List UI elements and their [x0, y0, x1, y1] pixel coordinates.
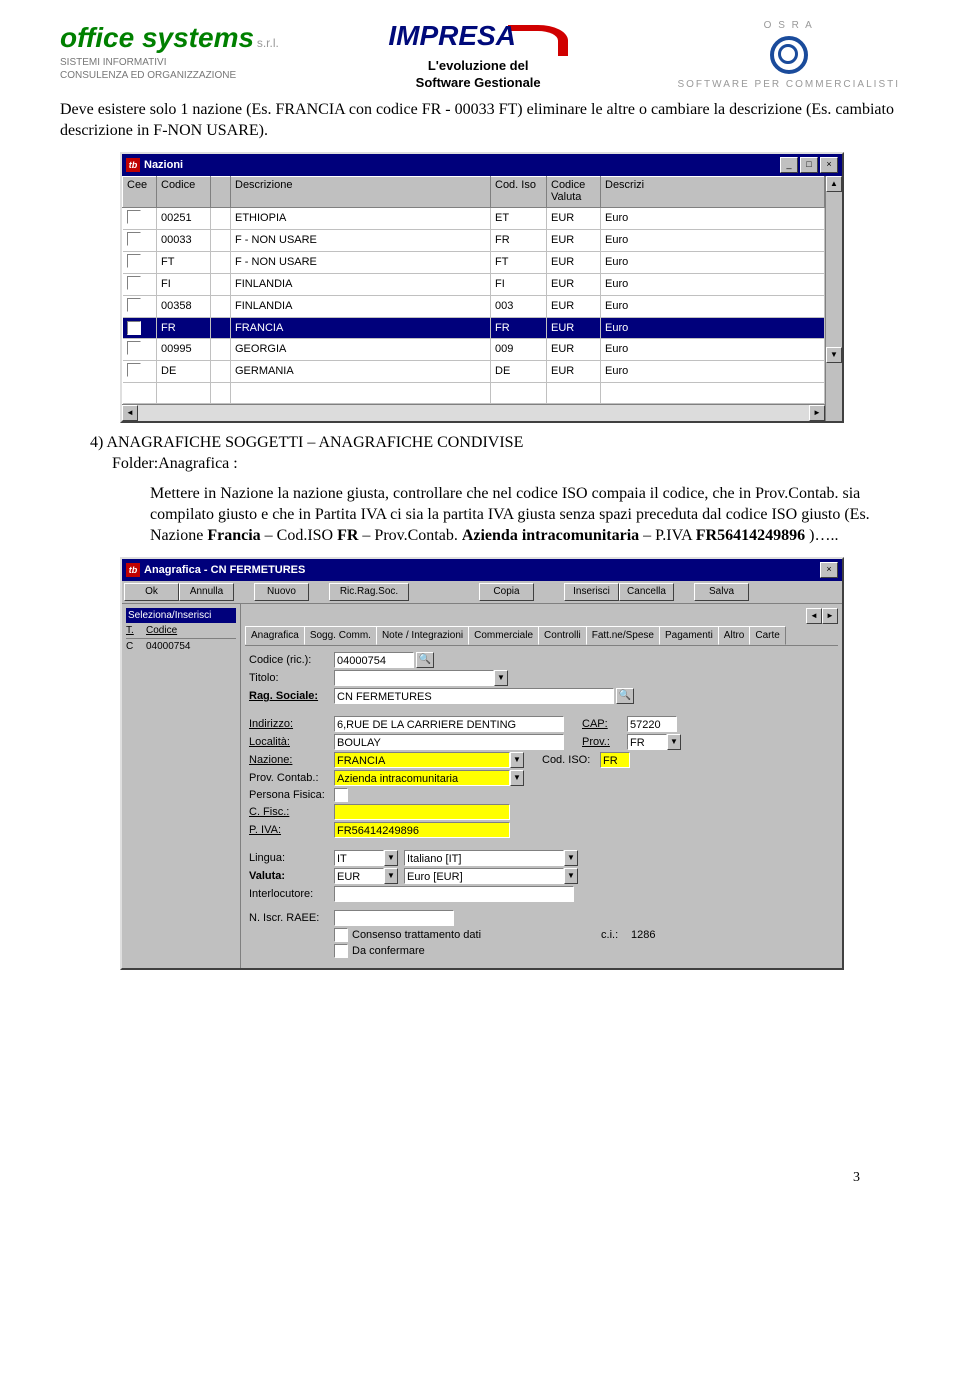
codiso-input[interactable]: FR	[600, 752, 630, 768]
table-header: Cee Codice Descrizione Cod. Iso Codice V…	[123, 176, 825, 207]
tab-note[interactable]: Note / Integrazioni	[376, 626, 469, 645]
copia-button[interactable]: Copia	[479, 583, 534, 601]
lingua-input[interactable]: IT	[334, 850, 384, 866]
table-row[interactable]: ✔FRFRANCIAFREUREuro	[123, 317, 825, 338]
paragraph-1: Deve esistere solo 1 nazione (Es. FRANCI…	[60, 100, 900, 142]
codice-input[interactable]: 04000754	[334, 652, 414, 668]
button-bar: Ok Annulla Nuovo Ric.Rag.Soc. Copia Inse…	[122, 581, 842, 604]
maximize-button[interactable]: □	[800, 157, 818, 173]
tab-altro[interactable]: Altro	[718, 626, 751, 645]
chevron-down-icon[interactable]: ▼	[384, 850, 398, 866]
cee-checkbox[interactable]	[127, 298, 141, 312]
ci-value: 1286	[631, 929, 655, 941]
nazioni-window: tb Nazioni _ □ × Cee Codice	[120, 152, 844, 423]
tabs: Anagrafica Sogg. Comm. Note / Integrazio…	[245, 626, 838, 646]
localita-input[interactable]: BOULAY	[334, 734, 564, 750]
app-icon: tb	[126, 563, 140, 577]
main-form: ◄ ► Anagrafica Sogg. Comm. Note / Integr…	[241, 604, 842, 968]
titlebar: tb Nazioni _ □ ×	[122, 154, 842, 176]
table-row[interactable]: DEGERMANIADEEUREuro	[123, 360, 825, 382]
valuta-input[interactable]: EUR	[334, 868, 384, 884]
nav-right-icon[interactable]: ►	[822, 608, 838, 624]
minimize-button[interactable]: _	[780, 157, 798, 173]
provcontab-input[interactable]: Azienda intracomunitaria	[334, 770, 510, 786]
consenso-checkbox[interactable]	[334, 928, 348, 942]
v-scrollbar[interactable]: ▲ ▼	[825, 176, 842, 421]
raee-input[interactable]	[334, 910, 454, 926]
table-row[interactable]: 00033F - NON USAREFREUREuro	[123, 229, 825, 251]
search-icon[interactable]: 🔍	[416, 652, 434, 668]
chevron-down-icon[interactable]: ▼	[510, 770, 524, 786]
sidebar-label: Seleziona/Inserisci	[126, 608, 236, 623]
chevron-down-icon[interactable]: ▼	[564, 850, 578, 866]
tab-sogg[interactable]: Sogg. Comm.	[304, 626, 377, 645]
pfisica-checkbox[interactable]	[334, 788, 348, 802]
cee-checkbox[interactable]	[127, 341, 141, 355]
indirizzo-input[interactable]: 6,RUE DE LA CARRIERE DENTING	[334, 716, 564, 732]
piva-input[interactable]: FR56414249896	[334, 822, 510, 838]
daconf-checkbox[interactable]	[334, 944, 348, 958]
chevron-down-icon[interactable]: ▼	[564, 868, 578, 884]
titolo-input[interactable]	[334, 670, 494, 686]
tab-commerciale[interactable]: Commerciale	[468, 626, 539, 645]
tab-carte[interactable]: Carte	[749, 626, 785, 645]
search-icon[interactable]: 🔍	[616, 688, 634, 704]
tab-anagrafica[interactable]: Anagrafica	[245, 626, 305, 645]
table-row[interactable]: 00251ETHIOPIAETEUREuro	[123, 207, 825, 229]
cee-checkbox[interactable]: ✔	[127, 321, 141, 335]
cee-checkbox[interactable]	[127, 232, 141, 246]
cap-input[interactable]: 57220	[627, 716, 677, 732]
table-row[interactable]: 00995GEORGIA009EUREuro	[123, 338, 825, 360]
cee-checkbox[interactable]	[127, 254, 141, 268]
lingua-desc: Italiano [IT]	[404, 850, 564, 866]
close-button[interactable]: ×	[820, 157, 838, 173]
anagrafica-window: tb Anagrafica - CN FERMETURES × Ok Annul…	[120, 557, 844, 970]
chevron-down-icon[interactable]: ▼	[510, 752, 524, 768]
page-number: 3	[60, 1170, 900, 1186]
section-4-body: Mettere in Nazione la nazione giusta, co…	[60, 484, 900, 546]
table-row[interactable]: 00358FINLANDIA003EUREuro	[123, 295, 825, 317]
chevron-down-icon[interactable]: ▼	[494, 670, 508, 686]
cee-checkbox[interactable]	[127, 210, 141, 224]
page-header: office systems s.r.l. SISTEMI INFORMATIV…	[60, 20, 900, 90]
window-title-2: Anagrafica - CN FERMETURES	[144, 564, 305, 576]
nuovo-button[interactable]: Nuovo	[254, 583, 309, 601]
cee-checkbox[interactable]	[127, 363, 141, 377]
close-button-2[interactable]: ×	[820, 562, 838, 578]
chevron-down-icon[interactable]: ▼	[667, 734, 681, 750]
cancella-button[interactable]: Cancella	[619, 583, 674, 601]
sidebar-row[interactable]: C 04000754	[126, 639, 236, 654]
annulla-button[interactable]: Annulla	[179, 583, 234, 601]
sidebar: Seleziona/Inserisci T. Codice C 04000754	[122, 604, 241, 968]
nazioni-table: Cee Codice Descrizione Cod. Iso Codice V…	[122, 176, 825, 404]
tab-pagamenti[interactable]: Pagamenti	[659, 626, 719, 645]
valuta-desc: Euro [EUR]	[404, 868, 564, 884]
titlebar-2: tb Anagrafica - CN FERMETURES ×	[122, 559, 842, 581]
app-icon: tb	[126, 158, 140, 172]
nav-left-icon[interactable]: ◄	[806, 608, 822, 624]
ok-button[interactable]: Ok	[124, 583, 179, 601]
logo-center: IMPRESA L'evoluzione del Software Gestio…	[388, 20, 568, 90]
logo-left: office systems s.r.l. SISTEMI INFORMATIV…	[60, 20, 279, 82]
prov-input[interactable]: FR	[627, 734, 667, 750]
table-row[interactable]: FTF - NON USAREFTEUREuro	[123, 251, 825, 273]
table-row[interactable]: FIFINLANDIAFIEUREuro	[123, 273, 825, 295]
h-scrollbar[interactable]: ◄ ►	[122, 404, 825, 421]
tab-controlli[interactable]: Controlli	[538, 626, 587, 645]
interloc-input[interactable]	[334, 886, 574, 902]
nazione-input[interactable]: FRANCIA	[334, 752, 510, 768]
salva-button[interactable]: Salva	[694, 583, 749, 601]
tab-fatt[interactable]: Fatt.ne/Spese	[586, 626, 660, 645]
window-title: Nazioni	[144, 159, 183, 171]
cfisc-input[interactable]	[334, 804, 510, 820]
cee-checkbox[interactable]	[127, 276, 141, 290]
ricerca-button[interactable]: Ric.Rag.Soc.	[329, 583, 409, 601]
chevron-down-icon[interactable]: ▼	[384, 868, 398, 884]
logo-right: O S R A SOFTWARE PER COMMERCIALISTI	[677, 20, 900, 90]
inserisci-button[interactable]: Inserisci	[564, 583, 619, 601]
section-4-title: 4) ANAGRAFICHE SOGGETTI – ANAGRAFICHE CO…	[60, 433, 900, 475]
ragsoc-input[interactable]: CN FERMETURES	[334, 688, 614, 704]
